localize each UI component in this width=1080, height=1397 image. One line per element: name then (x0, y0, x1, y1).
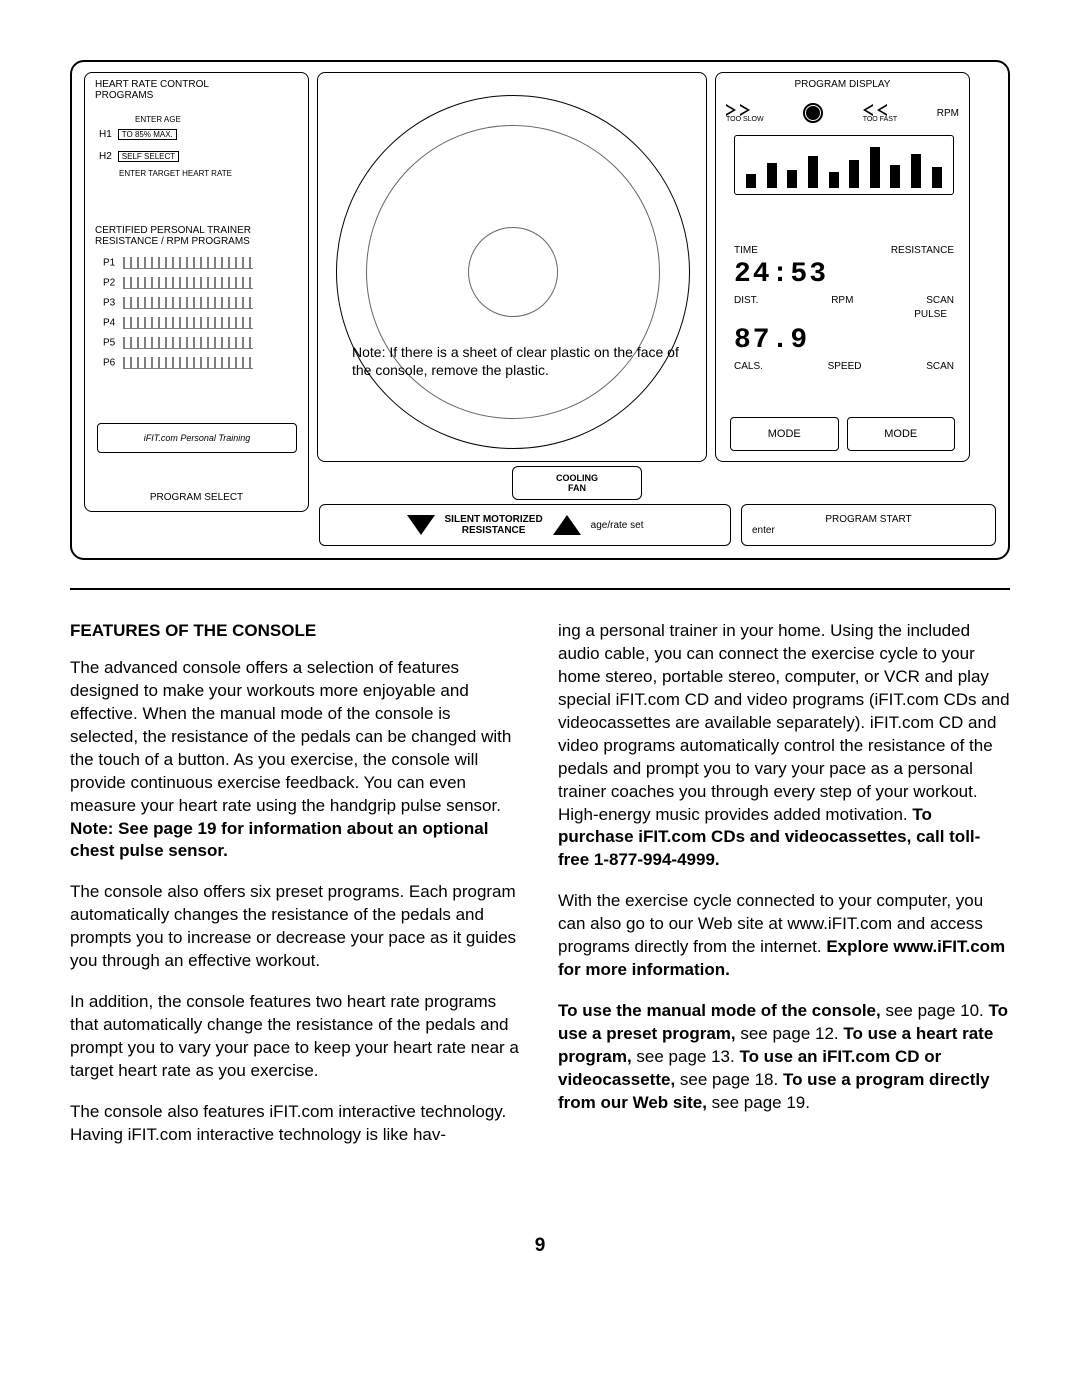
page-number: 9 (70, 1235, 1010, 1257)
dist-display: 87.9 (734, 325, 842, 356)
enter-target-label: ENTER TARGET HEART RATE (119, 169, 232, 178)
separator (70, 588, 1010, 590)
resistance-control[interactable]: SILENT MOTORIZEDRESISTANCE age/rate set (319, 504, 731, 546)
para: The advanced console offers a selection … (70, 657, 522, 863)
program-display-title: PROGRAM DISPLAY (716, 79, 969, 90)
display-panel: PROGRAM DISPLAY TOO SLOW TOO FAST RPM (715, 72, 970, 462)
h2-row: H2SELF SELECT (99, 151, 179, 162)
para: With the exercise cycle connected to you… (558, 890, 1010, 982)
fan-panel: Note: If there is a sheet of clear plast… (317, 72, 707, 462)
cooling-fan-button[interactable]: COOLINGFAN (512, 466, 642, 500)
target-icon (803, 103, 823, 123)
enter-age-label: ENTER AGE (135, 115, 181, 124)
p3-row: P3 (103, 297, 253, 309)
p4-row: P4 (103, 317, 253, 329)
too-slow-label: TOO SLOW (726, 116, 764, 123)
resistance-programs-title: CERTIFIED PERSONAL TRAINER RESISTANCE / … (95, 225, 251, 247)
arrow-left-icon (877, 104, 887, 116)
para: The console also offers six preset progr… (70, 881, 522, 973)
h1-row: H1TO 85% MAX. (99, 129, 177, 140)
p2-row: P2 (103, 277, 253, 289)
p1-row: P1 (103, 257, 253, 269)
pulse-label: PULSE (914, 309, 947, 320)
too-fast-label: TOO FAST (863, 116, 898, 123)
ifit-box: iFIT.com Personal Training (97, 423, 297, 453)
para: To use the manual mode of the console, s… (558, 1000, 1010, 1115)
column-right: ing a personal trainer in your home. Usi… (558, 620, 1010, 1165)
para: In addition, the console features two he… (70, 991, 522, 1083)
dist-rpm-scan-labels: DIST.RPMSCAN (734, 295, 954, 306)
arrow-right-icon (726, 104, 736, 116)
arrow-left-icon (863, 104, 873, 116)
p5-row: P5 (103, 337, 253, 349)
program-select-label: PROGRAM SELECT (85, 492, 308, 503)
hr-programs-title: HEART RATE CONTROL PROGRAMS (95, 79, 209, 101)
cals-speed-scan-labels: CALS.SPEEDSCAN (734, 361, 954, 372)
section-title: FEATURES OF THE CONSOLE (70, 620, 522, 643)
time-resistance-labels: TIMERESISTANCE (734, 245, 954, 256)
resistance-up-icon[interactable] (553, 515, 581, 535)
left-panel: HEART RATE CONTROL PROGRAMS ENTER AGE H1… (84, 72, 309, 512)
fan-hub (468, 227, 558, 317)
arrow-right-icon (740, 104, 750, 116)
resistance-down-icon[interactable] (407, 515, 435, 535)
bottom-controls: SILENT MOTORIZEDRESISTANCE age/rate set … (84, 504, 996, 546)
age-rate-label: age/rate set (591, 520, 644, 531)
article-columns: FEATURES OF THE CONSOLE The advanced con… (70, 620, 1010, 1165)
program-lcd (734, 135, 954, 195)
p6-row: P6 (103, 357, 253, 369)
rpm-label: RPM (937, 108, 959, 119)
mode-button-right[interactable]: MODE (847, 417, 956, 451)
manual-page: HEART RATE CONTROL PROGRAMS ENTER AGE H1… (0, 0, 1080, 1297)
para: ing a personal trainer in your home. Usi… (558, 620, 1010, 872)
column-left: FEATURES OF THE CONSOLE The advanced con… (70, 620, 522, 1165)
console-diagram: HEART RATE CONTROL PROGRAMS ENTER AGE H1… (70, 60, 1010, 560)
plastic-note: Note: If there is a sheet of clear plast… (352, 343, 686, 379)
program-start-button[interactable]: PROGRAM START enter (741, 504, 996, 546)
rpm-indicator-row: TOO SLOW TOO FAST RPM (726, 103, 959, 123)
mode-button-left[interactable]: MODE (730, 417, 839, 451)
time-display: 24:53 (734, 259, 842, 290)
para: The console also features iFIT.com inter… (70, 1101, 522, 1147)
